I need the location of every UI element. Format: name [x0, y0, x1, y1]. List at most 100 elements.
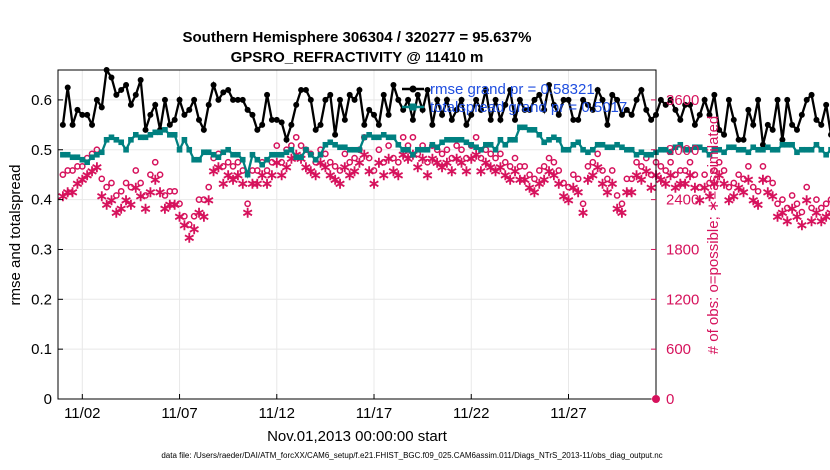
assimilated-obs-marker: ∗ [164, 196, 177, 213]
assimilated-obs-marker: ∗ [353, 155, 366, 172]
totalspread-point [322, 141, 329, 148]
assimilated-obs-marker: ∗ [757, 171, 770, 188]
possible-obs-marker [234, 158, 242, 166]
possible-obs-marker [618, 200, 626, 208]
assimilated-obs-marker: ∗ [198, 209, 211, 226]
rmse-point [687, 101, 694, 108]
assimilated-obs-marker: ∗ [100, 196, 113, 213]
rmse-point [288, 121, 295, 128]
rmse-point [502, 101, 509, 108]
assimilated-obs-marker: ∗ [533, 175, 546, 192]
assimilated-obs-marker: ∗ [523, 180, 536, 197]
totalspread-point [507, 136, 513, 143]
assimilated-obs-marker: ∗ [480, 155, 493, 172]
assimilated-obs-marker: ∗ [71, 175, 84, 192]
totalspread-point [84, 159, 90, 166]
rmse-point [813, 116, 820, 123]
rmse-point [623, 106, 630, 113]
possible-obs-marker [147, 171, 154, 179]
assimilated-obs-marker: ∗ [655, 171, 668, 188]
totalspread-point [677, 141, 684, 148]
assimilated-obs-marker: ∗ [718, 175, 731, 192]
possible-obs-marker [390, 154, 397, 162]
rmse-point [64, 84, 71, 91]
totalspread-point [108, 134, 115, 141]
assimilated-obs-marker: ∗ [329, 171, 342, 188]
possible-obs-marker [808, 204, 815, 212]
rmse-point [512, 116, 519, 123]
totalspread-point [658, 146, 664, 153]
assimilated-obs-marker: ∗ [723, 192, 736, 209]
assimilated-obs-marker: ∗ [805, 213, 818, 230]
rmse-point [176, 96, 183, 103]
legend-entry-rmse: rmse grand pr = 0.58321 [430, 81, 595, 98]
rmse-point [594, 86, 601, 93]
rmse-point [793, 126, 800, 133]
possible-obs-marker [638, 163, 645, 170]
totalspread-point [361, 134, 368, 141]
rmse-point [84, 111, 91, 118]
assimilated-obs-marker: ∗ [577, 205, 590, 222]
assimilated-obs-marker: ∗ [693, 192, 706, 209]
assimilated-obs-marker: ∗ [110, 205, 123, 222]
rmse-point [371, 111, 378, 118]
possible-obs-marker [438, 150, 446, 158]
totalspread-point [317, 151, 324, 158]
rmse-point [322, 96, 329, 103]
rmse-point [317, 121, 324, 128]
assimilated-obs-marker: ∗ [528, 184, 541, 201]
assimilated-obs-marker: ∗ [815, 213, 828, 230]
totalspread-point [414, 146, 421, 153]
possible-obs-marker [351, 154, 358, 162]
rmse-point [298, 86, 305, 93]
totalspread-point [157, 129, 163, 136]
possible-obs-marker [297, 142, 305, 149]
rmse-point [691, 121, 698, 128]
totalspread-point [424, 146, 431, 153]
assimilated-obs-marker: ∗ [582, 171, 595, 188]
possible-obs-marker [555, 167, 563, 174]
rmse-point [706, 111, 713, 118]
rmse-point [808, 91, 815, 98]
rmse-point [575, 116, 582, 123]
possible-obs-marker [346, 158, 354, 166]
assimilated-obs-marker: ∗ [217, 175, 230, 192]
rmse-point [521, 106, 528, 113]
rmse-point [701, 96, 708, 103]
assimilated-obs-marker: ∗ [800, 192, 813, 209]
assimilated-obs-marker: ∗ [309, 167, 322, 184]
totalspread-point [687, 146, 693, 153]
assimilated-obs-marker: ∗ [105, 192, 118, 209]
assimilated-obs-marker: ∗ [300, 159, 313, 176]
rmse-point [516, 96, 523, 103]
totalspread-point [794, 149, 800, 156]
rmse-point [93, 96, 100, 103]
totalspread-point [137, 134, 144, 141]
assimilated-obs-marker: ∗ [339, 159, 352, 176]
possible-obs-marker [774, 200, 781, 208]
totalspread-point [526, 127, 533, 133]
totalspread-point [696, 144, 703, 151]
assimilated-obs-marker: ∗ [120, 192, 133, 209]
possible-obs-marker [725, 183, 733, 191]
rmse-point [195, 116, 202, 123]
totalspread-point [619, 144, 625, 151]
rmse-point [419, 106, 426, 113]
possible-obs-marker [273, 142, 281, 149]
rmse-point [818, 121, 825, 128]
totalspread-point [818, 146, 825, 153]
possible-obs-marker [370, 167, 378, 174]
possible-obs-marker [326, 158, 334, 166]
assimilated-obs-marker: ∗ [606, 175, 619, 192]
assimilated-obs-marker: ∗ [698, 180, 711, 197]
possible-obs-marker [657, 163, 665, 170]
assimilated-obs-marker: ∗ [159, 200, 172, 217]
totalspread-point [536, 132, 543, 138]
rmse-point [798, 111, 805, 118]
legend: rmse grand pr = 0.58321 totalspread gran… [402, 81, 627, 116]
assimilated-obs-marker: ∗ [572, 184, 585, 201]
totalspread-point [181, 136, 188, 143]
totalspread-point [570, 141, 577, 148]
assimilated-obs-marker: ∗ [81, 167, 94, 184]
assimilated-obs-marker: ∗ [645, 180, 658, 197]
